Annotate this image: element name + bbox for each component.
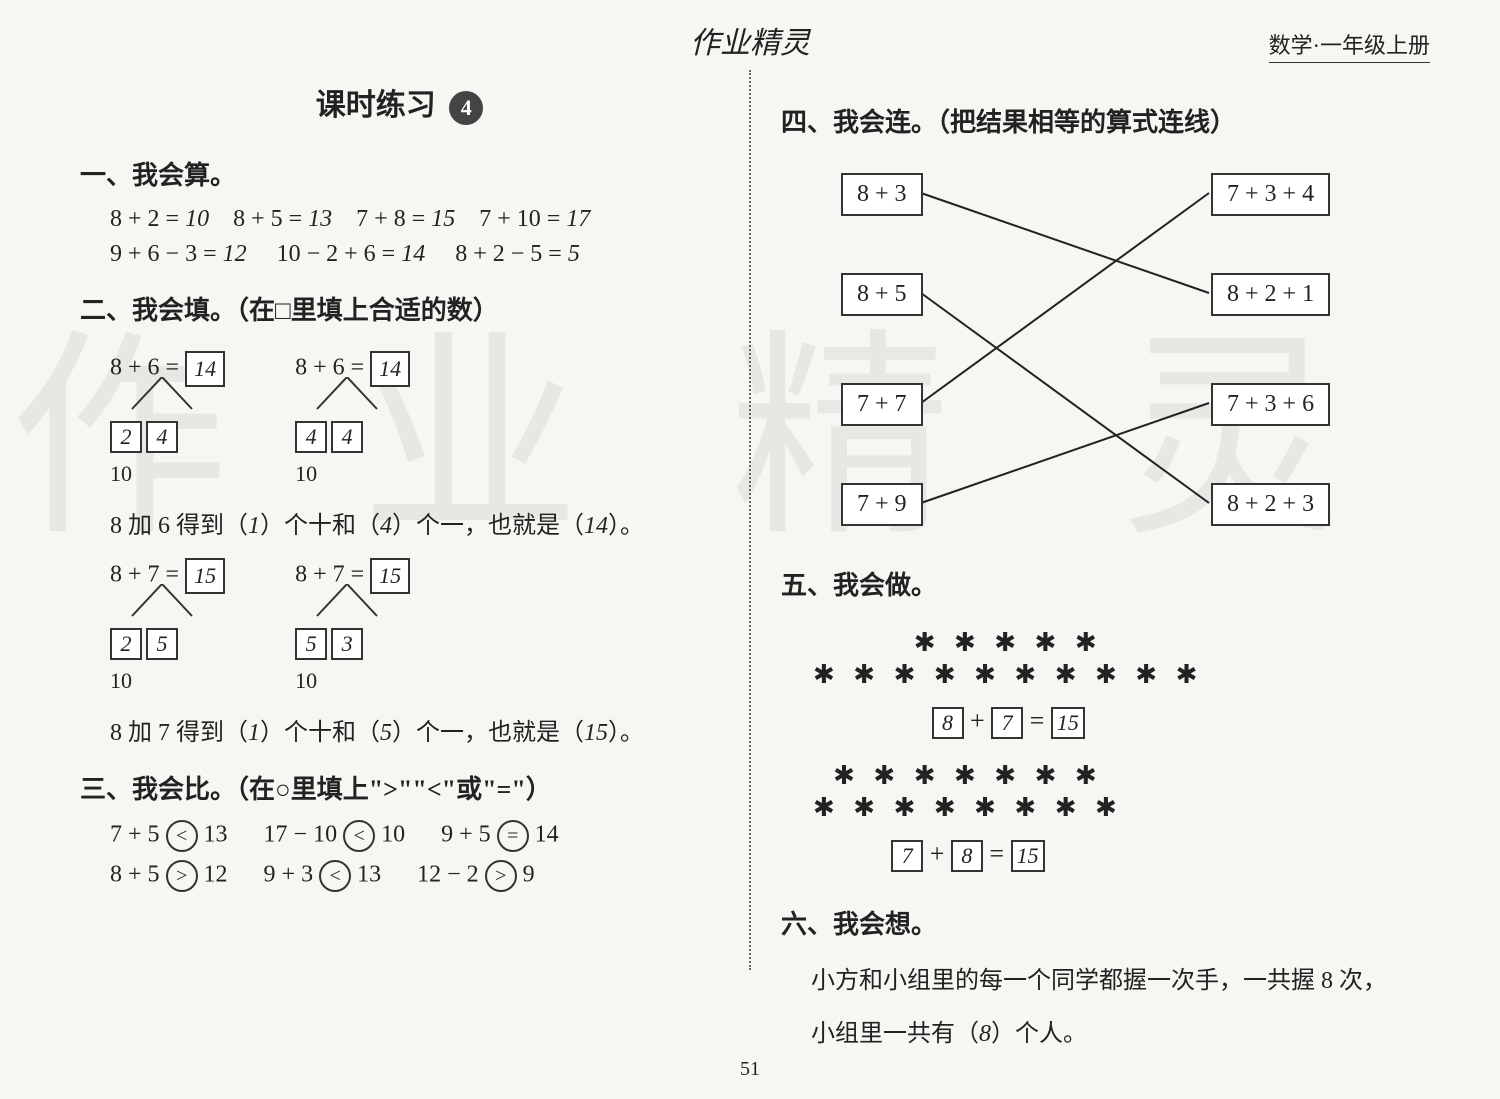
section-1-title: 一、我会算。 xyxy=(80,155,719,192)
subject-label: 数学·一年级上册 xyxy=(1269,28,1430,63)
decomposition-item: 8 + 7 = 15 2 5 10 xyxy=(110,558,225,694)
lesson-title-text: 课时练习 xyxy=(316,89,436,122)
decomposition-item: 8 + 6 = 14 4 4 10 xyxy=(295,351,410,487)
left-column: 课时练习 4 一、我会算。 8 + 2 = 10 8 + 5 = 13 7 + … xyxy=(60,70,739,1079)
calc-row-1: 8 + 2 = 10 8 + 5 = 13 7 + 8 = 15 7 + 10 … xyxy=(110,206,719,233)
match-left-box: 8 + 3 xyxy=(841,173,923,216)
dragonfly-group: ✱ ✱ ✱ ✱ ✱ ✱ ✱✱ ✱ ✱ ✱ ✱ ✱ ✱ ✱7 + 8 = 15 xyxy=(811,759,1125,872)
compare-row-2: 8 + 5 > 12 9 + 3 < 13 12 − 2 > 9 xyxy=(110,860,719,892)
compare-row-1: 7 + 5 < 13 17 − 10 < 10 9 + 5 = 14 xyxy=(110,820,719,852)
decomposition-item: 8 + 7 = 15 5 3 10 xyxy=(295,558,410,694)
section-4-title: 四、我会连。（把结果相等的算式连线） xyxy=(781,102,1420,139)
dragonfly-group: ✱ ✱ ✱ ✱ ✱✱ ✱ ✱ ✱ ✱ ✱ ✱ ✱ ✱ ✱8 + 7 = 15 xyxy=(811,626,1205,739)
sentence-1: 8 加 6 得到（1）个十和（4）个一，也就是（14）。 xyxy=(110,505,719,540)
match-right-box: 8 + 2 + 1 xyxy=(1211,273,1330,316)
match-right-box: 7 + 3 + 6 xyxy=(1211,383,1330,426)
compare-circle: > xyxy=(485,860,517,892)
handwritten-header: 作业精灵 xyxy=(690,18,810,62)
lesson-title: 课时练习 4 xyxy=(80,80,719,125)
lesson-number-badge: 4 xyxy=(449,91,483,125)
compare-circle: < xyxy=(343,820,375,852)
match-left-box: 8 + 5 xyxy=(841,273,923,316)
compare-circle: > xyxy=(166,860,198,892)
match-left-box: 7 + 7 xyxy=(841,383,923,426)
column-divider xyxy=(749,70,751,970)
section-2-title: 二、我会填。（在□里填上合适的数） xyxy=(80,290,719,327)
right-column: 四、我会连。（把结果相等的算式连线） 8 + 3 8 + 5 7 + 7 7 + 9 7… xyxy=(761,70,1440,1079)
match-right-box: 7 + 3 + 4 xyxy=(1211,173,1330,216)
page-number: 51 xyxy=(740,1058,760,1081)
match-left-box: 7 + 9 xyxy=(841,483,923,526)
compare-circle: = xyxy=(497,820,529,852)
section-3-title: 三、我会比。（在○里填上">""<"或"="） xyxy=(80,769,719,806)
match-right-box: 8 + 2 + 3 xyxy=(1211,483,1330,526)
compare-circle: < xyxy=(319,860,351,892)
dragonfly-groups: ✱ ✱ ✱ ✱ ✱✱ ✱ ✱ ✱ ✱ ✱ ✱ ✱ ✱ ✱8 + 7 = 15 ✱ … xyxy=(781,616,1420,882)
calc-row-2: 9 + 6 − 3 = 12 10 − 2 + 6 = 14 8 + 2 − 5… xyxy=(110,241,719,268)
section-6-text: 小方和小组里的每一个同学都握一次手，一共握 8 次， 小组里一共有（8）个人。 xyxy=(811,955,1420,1061)
section-5-title: 五、我会做。 xyxy=(781,565,1420,602)
sentence-2: 8 加 7 得到（1）个十和（5）个一，也就是（15）。 xyxy=(110,712,719,747)
section-6-title: 六、我会想。 xyxy=(781,904,1420,941)
decomposition-item: 8 + 6 = 14 2 4 10 xyxy=(110,351,225,487)
compare-circle: < xyxy=(166,820,198,852)
matching-diagram: 8 + 3 8 + 5 7 + 7 7 + 9 7 + 3 + 4 8 + 2 + 1 7 … xyxy=(811,153,1371,543)
